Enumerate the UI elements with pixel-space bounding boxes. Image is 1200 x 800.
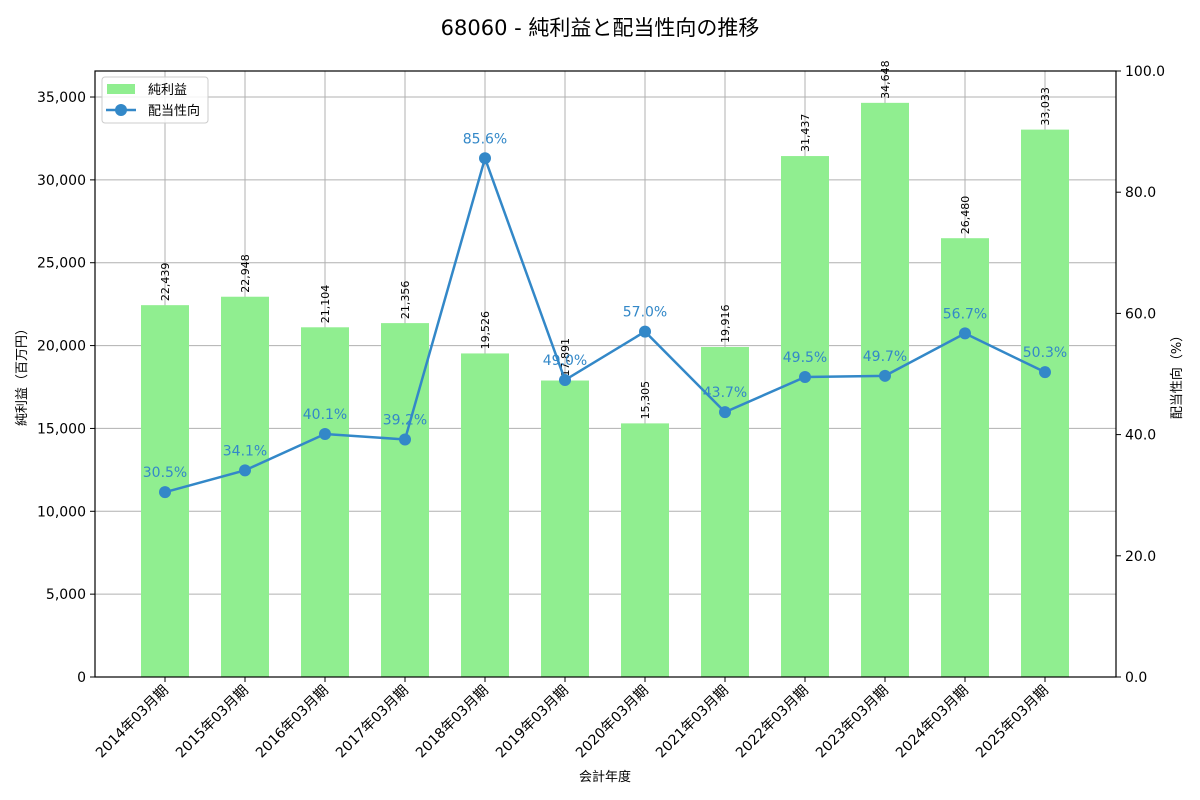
bar-value-label: 19,916 bbox=[719, 304, 732, 343]
bar bbox=[461, 353, 509, 677]
legend-label-payout-ratio: 配当性向 bbox=[148, 103, 200, 119]
bar bbox=[701, 346, 749, 677]
bar bbox=[861, 102, 909, 678]
x-tick-label: 2020年03月期 bbox=[573, 683, 652, 762]
x-axis-title: 会計年度 bbox=[579, 769, 631, 785]
x-tick-label: 2014年03月期 bbox=[93, 683, 172, 762]
x-tick-label: 2025年03月期 bbox=[973, 683, 1052, 762]
bar-value-label: 31,437 bbox=[799, 114, 812, 153]
payout-ratio-marker bbox=[879, 369, 891, 382]
net-income-bar-labels: 22,439 22,948 21,104 21,356 19,526 17,891 15,3… bbox=[159, 60, 1052, 419]
y-left-axis-title: 純利益（百万円） bbox=[15, 322, 30, 426]
bar-value-label: 26,480 bbox=[959, 196, 972, 235]
y-left-tick-label: 15,000 bbox=[37, 421, 86, 437]
x-tick-label: 2024年03月期 bbox=[893, 683, 972, 762]
payout-ratio-label: 34.1% bbox=[223, 443, 267, 459]
payout-ratio-marker bbox=[719, 406, 731, 419]
legend-label-net-income: 純利益 bbox=[148, 83, 187, 98]
y-left-tick-label: 30,000 bbox=[37, 173, 86, 189]
bar bbox=[301, 327, 349, 677]
x-tick-label: 2018年03月期 bbox=[413, 683, 492, 762]
bar bbox=[621, 423, 669, 677]
payout-ratio-marker bbox=[639, 325, 651, 338]
y-right-tick-label: 60.0 bbox=[1125, 306, 1156, 322]
x-tick-label: 2015年03月期 bbox=[173, 683, 252, 762]
y-left-tick-label: 10,000 bbox=[37, 504, 86, 520]
payout-ratio-label: 50.3% bbox=[1023, 345, 1067, 361]
y-right-axis-title: 配当性向（%） bbox=[1169, 329, 1185, 419]
x-tick-label: 2016年03月期 bbox=[253, 683, 332, 762]
y-left-tick-label: 20,000 bbox=[37, 339, 86, 355]
y-right-tick-label: 80.0 bbox=[1125, 185, 1156, 201]
bar-value-label: 19,526 bbox=[479, 311, 492, 350]
y-right-tick-label: 20.0 bbox=[1125, 549, 1156, 565]
bar bbox=[941, 238, 989, 677]
bar-value-label: 33,033 bbox=[1039, 87, 1052, 126]
payout-ratio-label: 49.0% bbox=[543, 353, 587, 369]
bar bbox=[781, 156, 829, 678]
y-left-tick-label: 35,000 bbox=[37, 90, 86, 106]
bar-value-label: 21,104 bbox=[319, 285, 332, 324]
payout-ratio-label: 40.1% bbox=[303, 407, 347, 423]
payout-ratio-polyline bbox=[164, 154, 1046, 494]
bar-value-label: 22,439 bbox=[159, 263, 172, 302]
payout-ratio-marker bbox=[559, 374, 571, 387]
bar-value-label: 34,648 bbox=[879, 60, 892, 99]
x-tick-label: 2019年03月期 bbox=[493, 683, 572, 762]
x-tick-label: 2017年03月期 bbox=[333, 683, 412, 762]
y-left-tick-label: 0 bbox=[77, 670, 86, 686]
payout-ratio-marker bbox=[799, 371, 811, 384]
bar bbox=[1021, 129, 1069, 678]
payout-ratio-marker bbox=[1039, 366, 1051, 379]
bar-value-label: 22,948 bbox=[239, 254, 252, 293]
bar bbox=[221, 296, 269, 677]
y-right-tick-label: 0.0 bbox=[1125, 670, 1147, 686]
payout-ratio-marker bbox=[239, 464, 251, 477]
x-tick-label: 2022年03月期 bbox=[733, 683, 812, 762]
x-tick-label: 2021年03月期 bbox=[653, 683, 732, 762]
y-right-tick-label: 40.0 bbox=[1125, 428, 1156, 444]
payout-ratio-label: 30.5% bbox=[143, 465, 187, 481]
bar-value-label: 17,891 bbox=[559, 338, 572, 377]
payout-ratio-label: 56.7% bbox=[943, 306, 987, 322]
bar bbox=[541, 380, 589, 677]
y-right-tick-label: 100.0 bbox=[1125, 64, 1165, 80]
net-income-bars bbox=[141, 102, 1069, 678]
payout-ratio-marker bbox=[399, 433, 411, 446]
payout-ratio-label: 49.7% bbox=[863, 349, 907, 365]
payout-ratio-label: 43.7% bbox=[703, 385, 747, 401]
y-left-tick-label: 25,000 bbox=[37, 256, 86, 272]
payout-ratio-label: 49.5% bbox=[783, 350, 827, 366]
chart-title: 68060 - 純利益と配当性向の推移 bbox=[440, 16, 760, 40]
payout-ratio-label: 85.6% bbox=[463, 131, 507, 147]
bar-value-label: 21,356 bbox=[399, 281, 412, 320]
payout-ratio-marker bbox=[319, 427, 331, 440]
payout-ratio-marker bbox=[159, 486, 171, 499]
payout-ratio-label: 57.0% bbox=[623, 305, 667, 321]
y-left-tick-label: 5,000 bbox=[46, 587, 86, 603]
payout-ratio-label: 39.2% bbox=[383, 412, 427, 428]
payout-ratio-marker bbox=[959, 327, 971, 340]
legend-bar-swatch bbox=[107, 84, 135, 94]
x-tick-label: 2023年03月期 bbox=[813, 683, 892, 762]
axes-frame bbox=[94, 70, 1117, 678]
payout-ratio-marker bbox=[479, 152, 491, 165]
axes: 0 5,000 10,000 15,000 20,000 25,000 30,000 35,0… bbox=[15, 64, 1185, 785]
payout-ratio-line: 30.5% 34.1% 40.1% 39.2% 85.6% 49.0% 57.0% 43.7%… bbox=[143, 131, 1067, 499]
bar-value-label: 15,305 bbox=[639, 381, 652, 420]
